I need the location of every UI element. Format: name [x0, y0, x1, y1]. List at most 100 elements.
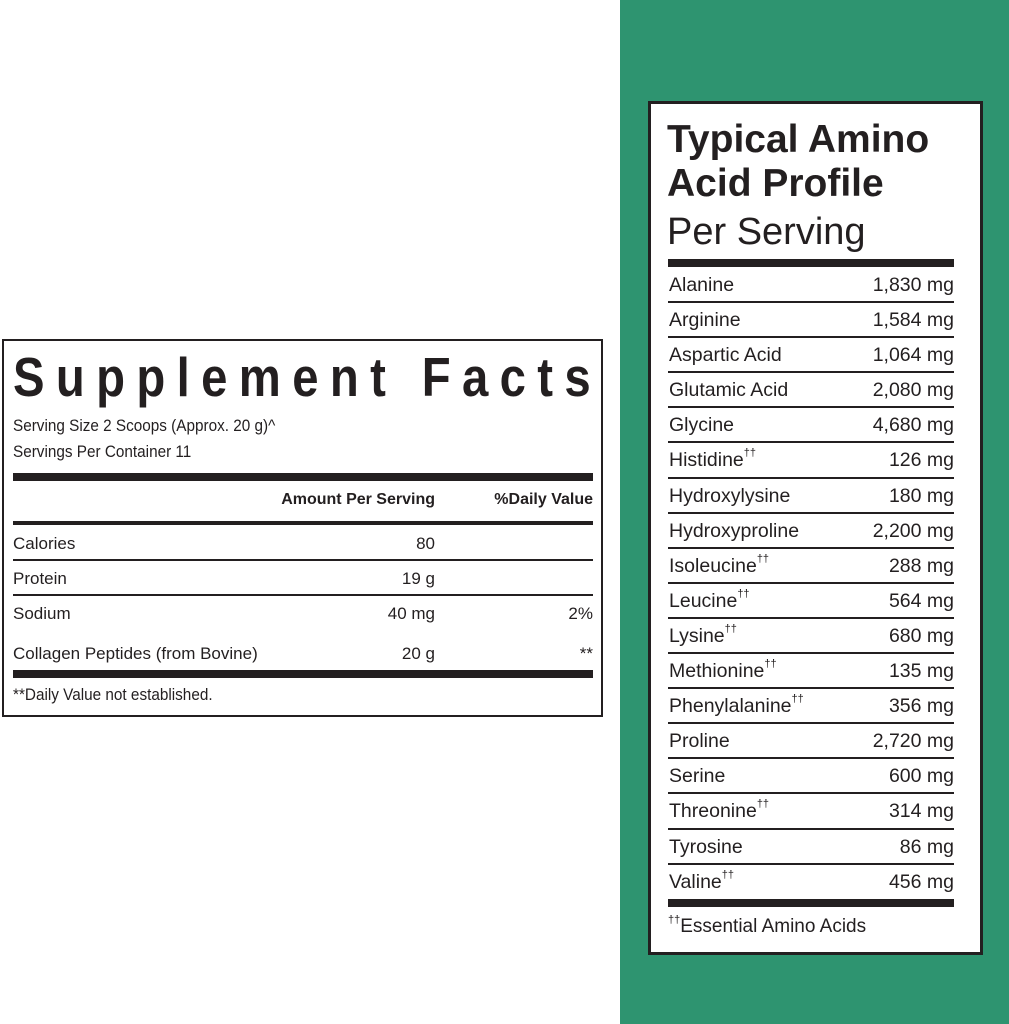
servings-per-container: Servings Per Container 11 — [13, 442, 192, 461]
amino-name-text: Isoleucine — [669, 554, 757, 577]
amino-name: Glutamic Acid — [669, 379, 788, 402]
amino-name: Hydroxylysine — [669, 485, 790, 508]
amino-row: Hydroxylysine 180 mg — [668, 479, 954, 514]
amino-row: Arginine 1,584 mg — [668, 303, 954, 339]
amino-value: 4,680 mg — [872, 414, 954, 437]
amino-footnote-text: Essential Amino Acids — [680, 916, 867, 937]
amino-title-line2: Acid Profile — [667, 162, 884, 205]
amino-value: 456 mg — [888, 870, 954, 893]
nutrient-daily-value: 2% — [568, 604, 593, 623]
amino-value: 180 mg — [888, 484, 954, 507]
amino-name: Phenylalanine†† — [669, 693, 804, 718]
nutrient-name: Protein — [13, 569, 67, 588]
divider-thick — [13, 473, 593, 481]
amino-name: Alanine — [669, 274, 734, 297]
amino-value: 2,080 mg — [872, 379, 954, 402]
amino-name: Aspartic Acid — [669, 344, 782, 367]
amino-name: Hydroxyproline — [669, 520, 799, 543]
amino-table: Alanine 1,830 mg Arginine 1,584 mg Asparti… — [668, 268, 954, 900]
column-headers: Amount Per Serving %Daily Value — [13, 491, 593, 515]
amino-row: Alanine 1,830 mg — [668, 268, 954, 304]
footnote: **Daily Value not established. — [13, 685, 213, 704]
nutrient-name: Collagen Peptides (from Bovine) — [13, 644, 258, 663]
amino-value: 680 mg — [888, 624, 954, 647]
amino-row: Threonine†† 314 mg — [668, 794, 954, 830]
header-amount: Amount Per Serving — [281, 491, 435, 508]
amino-row: Serine 600 mg — [668, 759, 954, 795]
amino-row: Valine†† 456 mg — [668, 865, 954, 900]
amino-value: 135 mg — [888, 660, 954, 683]
amino-row: Leucine†† 564 mg — [668, 584, 954, 619]
divider-thin — [13, 594, 593, 596]
essential-mark: †† — [756, 798, 770, 811]
amino-name: Proline — [669, 730, 730, 753]
nutrient-amount: 20 g — [401, 644, 435, 663]
amino-name: Glycine — [669, 414, 734, 437]
divider-thick — [668, 899, 954, 907]
divider-thick — [668, 259, 954, 267]
essential-mark: †† — [737, 587, 750, 600]
amino-name-text: Serine — [669, 765, 726, 788]
essential-mark: †† — [764, 658, 777, 671]
divider-thick — [13, 670, 593, 678]
amino-row: Tyrosine 86 mg — [668, 830, 954, 865]
nutrient-row: Collagen Peptides (from Bovine) 20 g ** — [13, 644, 593, 668]
amino-footnote: ††Essential Amino Acids — [668, 914, 867, 938]
nutrient-name: Calories — [13, 534, 76, 553]
amino-name: Arginine — [669, 309, 741, 332]
amino-row: Aspartic Acid 1,064 mg — [668, 338, 954, 374]
amino-name-text: Histidine — [669, 449, 744, 472]
amino-name-text: Hydroxyproline — [669, 519, 800, 542]
amino-name-text: Arginine — [669, 309, 741, 332]
amino-name-text: Lysine — [669, 624, 725, 647]
amino-name-text: Phenylalanine — [669, 695, 792, 718]
amino-name: Histidine†† — [669, 447, 757, 472]
amino-name-text: Valine — [669, 870, 722, 893]
amino-value: 356 mg — [888, 695, 954, 718]
amino-value: 1,064 mg — [872, 344, 954, 367]
amino-row: Glycine 4,680 mg — [668, 408, 954, 444]
amino-row: Lysine†† 680 mg — [668, 619, 954, 655]
serving-size: Serving Size 2 Scoops (Approx. 20 g)^ — [13, 416, 276, 435]
amino-name-text: Leucine — [669, 589, 738, 612]
amino-value: 564 mg — [888, 589, 954, 612]
amino-value: 314 mg — [888, 800, 954, 823]
amino-row: Glutamic Acid 2,080 mg — [668, 373, 954, 409]
amino-name: Methionine†† — [669, 658, 777, 683]
essential-mark: †† — [721, 868, 735, 881]
nutrient-row: Sodium 40 mg 2% — [13, 604, 593, 628]
amino-title-line1: Typical Amino — [667, 118, 930, 161]
header-daily-value: %Daily Value — [494, 491, 593, 508]
amino-name: Isoleucine†† — [669, 553, 769, 578]
nutrient-amount: 80 — [416, 534, 435, 553]
amino-name-text: Hydroxylysine — [669, 484, 791, 507]
essential-mark: †† — [791, 693, 804, 706]
amino-name: Lysine†† — [669, 622, 737, 648]
amino-value: 86 mg — [899, 835, 954, 858]
amino-row: Isoleucine†† 288 mg — [668, 549, 954, 584]
divider-medium — [13, 521, 593, 525]
amino-name-text: Tyrosine — [669, 835, 743, 858]
amino-value: 2,720 mg — [872, 730, 954, 753]
amino-value: 600 mg — [888, 765, 954, 788]
supplement-facts-panel: Supplement Facts Serving Size 2 Scoops (… — [2, 339, 603, 717]
amino-row: Phenylalanine†† 356 mg — [668, 689, 954, 725]
essential-mark: †† — [724, 622, 737, 635]
amino-row: Proline 2,720 mg — [668, 724, 954, 760]
amino-value: 1,584 mg — [872, 309, 954, 332]
essential-mark: †† — [743, 447, 757, 460]
amino-name-text: Methionine — [669, 660, 765, 683]
amino-name: Threonine†† — [669, 798, 770, 823]
amino-name: Tyrosine — [669, 836, 743, 859]
amino-name: Leucine†† — [669, 587, 750, 613]
nutrient-name: Sodium — [13, 604, 71, 623]
amino-subtitle: Per Serving — [667, 211, 866, 253]
amino-name-text: Glutamic Acid — [669, 379, 789, 402]
nutrient-daily-value: ** — [579, 644, 593, 663]
nutrient-amount: 19 g — [401, 569, 435, 588]
amino-name-text: Proline — [669, 730, 730, 753]
nutrient-row: Calories 80 — [13, 534, 593, 558]
amino-acid-panel: Typical Amino Acid Profile Per Serving A… — [648, 101, 983, 955]
amino-name-text: Glycine — [669, 414, 735, 437]
amino-title: Typical Amino Acid Profile — [667, 118, 929, 206]
